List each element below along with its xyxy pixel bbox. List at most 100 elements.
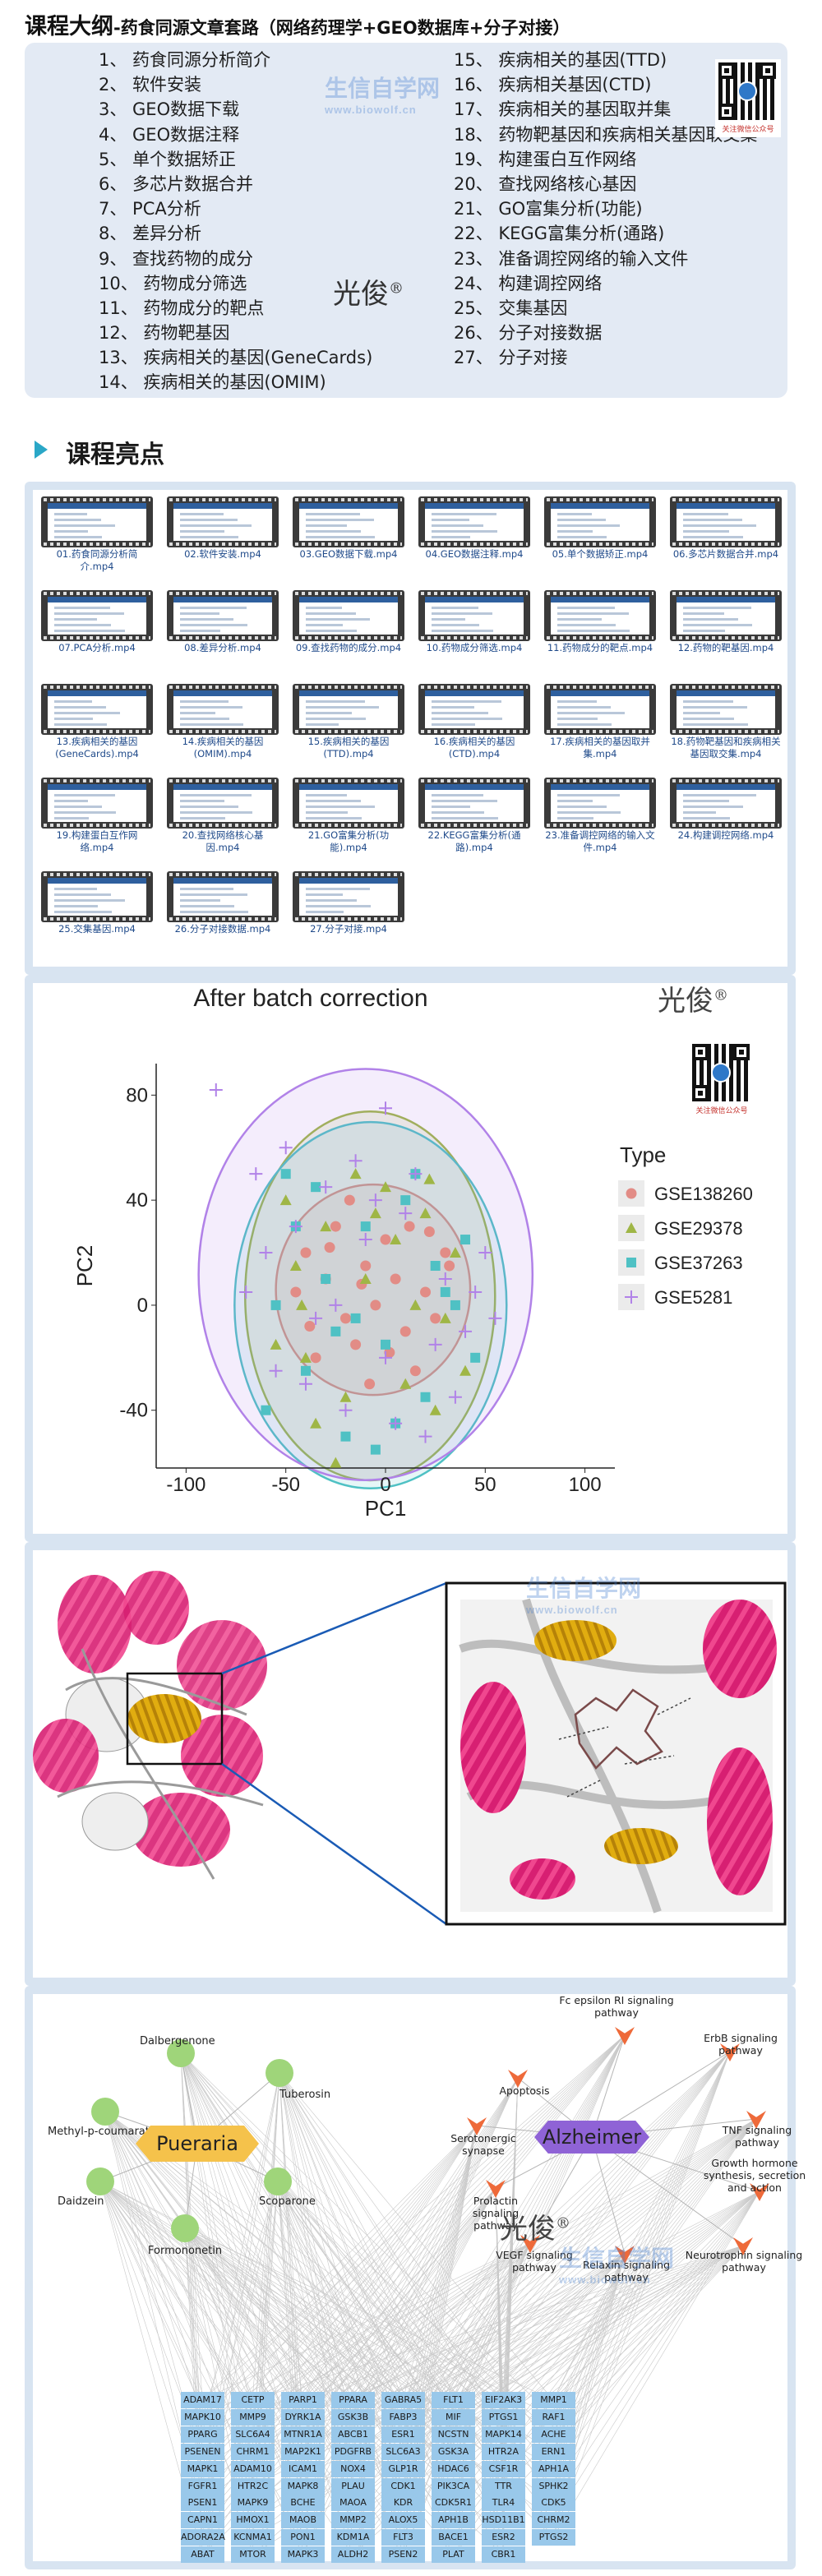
- compound-node[interactable]: [167, 2039, 195, 2067]
- compound-node[interactable]: [91, 2098, 119, 2126]
- gene-node[interactable]: PTGS1: [482, 2408, 525, 2426]
- video-thumbnail[interactable]: 20.查找网络核心基因.mp4: [167, 778, 279, 854]
- gene-node[interactable]: MAPK9: [231, 2495, 275, 2512]
- video-thumbnail[interactable]: 27.分子对接.mp4: [293, 871, 404, 935]
- gene-node[interactable]: SLC6A3: [381, 2443, 425, 2460]
- gene-node[interactable]: ALDH2: [331, 2546, 375, 2564]
- video-thumbnail[interactable]: 16.疾病相关的基因(CTD).mp4: [418, 684, 530, 760]
- compound-node[interactable]: [171, 2214, 199, 2242]
- gene-node[interactable]: NOX4: [331, 2460, 375, 2477]
- video-thumbnail[interactable]: 11.药物成分的靶点.mp4: [544, 590, 656, 654]
- gene-node[interactable]: CETP: [231, 2392, 275, 2408]
- gene-node[interactable]: MMP9: [231, 2408, 275, 2426]
- gene-node[interactable]: MTNR1A: [281, 2426, 325, 2443]
- gene-node[interactable]: FLT3: [381, 2529, 425, 2546]
- gene-node[interactable]: MIF: [432, 2408, 475, 2426]
- gene-node[interactable]: FGFR1: [181, 2477, 224, 2495]
- video-thumbnail[interactable]: 10.药物成分筛选.mp4: [418, 590, 530, 654]
- gene-node[interactable]: CSF1R: [482, 2460, 525, 2477]
- gene-node[interactable]: ACHE: [532, 2426, 575, 2443]
- gene-node[interactable]: ABCB1: [331, 2426, 375, 2443]
- compound-node[interactable]: [266, 2059, 293, 2087]
- gene-node[interactable]: MMP1: [532, 2392, 575, 2408]
- gene-node[interactable]: APH1B: [432, 2512, 475, 2529]
- gene-node[interactable]: MTOR: [231, 2546, 275, 2564]
- gene-node[interactable]: KDM1A: [331, 2529, 375, 2546]
- gene-node[interactable]: SPHK2: [532, 2477, 575, 2495]
- video-thumbnail[interactable]: 12.药物的靶基因.mp4: [670, 590, 782, 654]
- gene-node[interactable]: PPARA: [331, 2392, 375, 2408]
- gene-node[interactable]: ADORA2A: [181, 2529, 225, 2546]
- gene-node[interactable]: PON1: [281, 2529, 325, 2546]
- video-thumbnail[interactable]: 15.疾病相关的基因(TTD).mp4: [293, 684, 404, 760]
- gene-node[interactable]: MAP2K1: [281, 2443, 325, 2460]
- gene-node[interactable]: ERN1: [532, 2443, 575, 2460]
- gene-node[interactable]: ALOX5: [381, 2512, 425, 2529]
- video-thumbnail[interactable]: 08.差异分析.mp4: [167, 590, 279, 654]
- gene-node[interactable]: ICAM1: [281, 2460, 325, 2477]
- gene-node[interactable]: MAOA: [331, 2495, 375, 2512]
- compound-node[interactable]: [86, 2167, 114, 2195]
- video-thumbnail[interactable]: 04.GEO数据注释.mp4: [418, 496, 530, 561]
- gene-node[interactable]: GSK3A: [432, 2443, 475, 2460]
- herb-node[interactable]: Pueraria: [136, 2126, 259, 2162]
- video-thumbnail[interactable]: 17.疾病相关的基因取并集.mp4: [544, 684, 656, 760]
- gene-node[interactable]: ADAM10: [231, 2460, 275, 2477]
- video-thumbnail[interactable]: 24.构建调控网络.mp4: [670, 778, 782, 842]
- video-thumbnail[interactable]: 22.KEGG富集分析(通路).mp4: [418, 778, 530, 854]
- gene-node[interactable]: PDGFRB: [331, 2443, 375, 2460]
- video-thumbnail[interactable]: 26.分子对接数据.mp4: [167, 871, 279, 935]
- gene-node[interactable]: HSD11B1: [482, 2512, 525, 2529]
- gene-node[interactable]: MAPK14: [482, 2426, 525, 2443]
- gene-node[interactable]: TTR: [482, 2477, 525, 2495]
- gene-node[interactable]: RAF1: [532, 2408, 575, 2426]
- compound-node[interactable]: [264, 2167, 292, 2195]
- gene-node[interactable]: PLAU: [331, 2477, 375, 2495]
- video-thumbnail[interactable]: 02.软件安装.mp4: [167, 496, 279, 561]
- gene-node[interactable]: PARP1: [281, 2392, 325, 2408]
- disease-node[interactable]: Alzheimer: [534, 2121, 649, 2154]
- video-thumbnail[interactable]: 23.准备调控网络的输入文件.mp4: [544, 778, 656, 854]
- gene-node[interactable]: FLT1: [432, 2392, 475, 2408]
- video-thumbnail[interactable]: 18.药物靶基因和疾病相关基因取交集.mp4: [670, 684, 782, 760]
- gene-node[interactable]: CDK5: [532, 2495, 575, 2512]
- gene-node[interactable]: MAPK1: [181, 2460, 224, 2477]
- gene-node[interactable]: BACE1: [432, 2529, 475, 2546]
- gene-node[interactable]: HTR2A: [482, 2443, 525, 2460]
- gene-node[interactable]: MMP2: [331, 2512, 375, 2529]
- gene-node[interactable]: GABRA5: [381, 2392, 425, 2408]
- video-thumbnail[interactable]: 06.多芯片数据合并.mp4: [670, 496, 782, 561]
- video-thumbnail[interactable]: 21.GO富集分析(功能).mp4: [293, 778, 404, 854]
- gene-node[interactable]: KDR: [381, 2495, 425, 2512]
- video-thumbnail[interactable]: 07.PCA分析.mp4: [41, 590, 153, 654]
- gene-node[interactable]: PLAT: [432, 2546, 475, 2564]
- gene-node[interactable]: EIF2AK3: [482, 2392, 525, 2408]
- gene-node[interactable]: APH1A: [532, 2460, 575, 2477]
- gene-node[interactable]: ADAM17: [181, 2392, 224, 2408]
- gene-node[interactable]: HTR2C: [231, 2477, 275, 2495]
- gene-node[interactable]: SLC6A4: [231, 2426, 275, 2443]
- video-thumbnail[interactable]: 01.药食同源分析简介.mp4: [41, 496, 153, 573]
- video-thumbnail[interactable]: 13.疾病相关的基因(GeneCards).mp4: [41, 684, 153, 760]
- gene-node[interactable]: PSEN2: [381, 2546, 425, 2564]
- video-thumbnail[interactable]: 25.交集基因.mp4: [41, 871, 153, 935]
- gene-node[interactable]: CDK5R1: [432, 2495, 475, 2512]
- video-thumbnail[interactable]: 09.查找药物的成分.mp4: [293, 590, 404, 654]
- gene-node[interactable]: PSEN1: [181, 2495, 224, 2512]
- gene-node[interactable]: DYRK1A: [281, 2408, 325, 2426]
- gene-node[interactable]: MAOB: [281, 2512, 325, 2529]
- gene-node[interactable]: MAPK3: [281, 2546, 325, 2564]
- gene-node[interactable]: TLR4: [482, 2495, 525, 2512]
- gene-node[interactable]: ESR2: [482, 2529, 525, 2546]
- gene-node[interactable]: GSK3B: [331, 2408, 375, 2426]
- video-thumbnail[interactable]: 03.GEO数据下载.mp4: [293, 496, 404, 561]
- gene-node[interactable]: CAPN1: [181, 2512, 224, 2529]
- gene-node[interactable]: HDAC6: [432, 2460, 475, 2477]
- gene-node[interactable]: GLP1R: [381, 2460, 425, 2477]
- gene-node[interactable]: HMOX1: [231, 2512, 275, 2529]
- gene-node[interactable]: PIK3CA: [432, 2477, 475, 2495]
- gene-node[interactable]: PTGS2: [532, 2529, 575, 2546]
- gene-node[interactable]: MAPK10: [181, 2408, 224, 2426]
- chart-qr-code[interactable]: 关注微信公众号: [689, 1041, 755, 1119]
- gene-node[interactable]: PPARG: [181, 2426, 224, 2443]
